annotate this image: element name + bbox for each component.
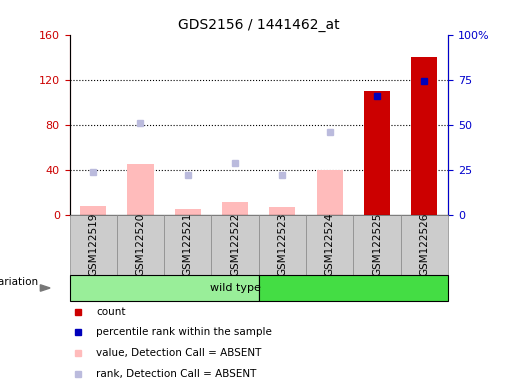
Text: percentile rank within the sample: percentile rank within the sample	[96, 328, 272, 338]
Bar	[353, 215, 401, 275]
Bar	[411, 57, 437, 215]
Text: GSM122519: GSM122519	[88, 213, 98, 276]
Bar	[317, 170, 343, 215]
Bar	[259, 215, 306, 275]
Text: GSM122520: GSM122520	[135, 213, 146, 276]
Polygon shape	[40, 285, 50, 291]
Text: value, Detection Call = ABSENT: value, Detection Call = ABSENT	[96, 348, 262, 358]
Text: count: count	[96, 307, 126, 317]
Text: genotype/variation: genotype/variation	[0, 277, 38, 287]
Bar	[164, 215, 212, 275]
Text: GSM122524: GSM122524	[325, 213, 335, 276]
Bar	[212, 215, 259, 275]
Bar	[364, 91, 390, 215]
Text: GSM122522: GSM122522	[230, 213, 240, 276]
Bar	[259, 275, 448, 301]
Bar	[175, 209, 201, 215]
Bar	[70, 275, 259, 301]
Bar	[401, 215, 448, 275]
Text: GSM122525: GSM122525	[372, 213, 382, 276]
Text: wild type: wild type	[210, 283, 261, 293]
Bar	[70, 215, 117, 275]
Bar	[306, 215, 353, 275]
Text: GSM122526: GSM122526	[419, 213, 430, 276]
Bar	[269, 207, 296, 215]
Bar	[222, 202, 248, 215]
Bar	[128, 164, 153, 215]
Text: GSM122521: GSM122521	[183, 213, 193, 276]
Title: GDS2156 / 1441462_at: GDS2156 / 1441462_at	[178, 18, 339, 32]
Text: rank, Detection Call = ABSENT: rank, Detection Call = ABSENT	[96, 369, 256, 379]
Bar	[117, 215, 164, 275]
Bar	[80, 206, 106, 215]
Text: GSM122523: GSM122523	[278, 213, 287, 276]
